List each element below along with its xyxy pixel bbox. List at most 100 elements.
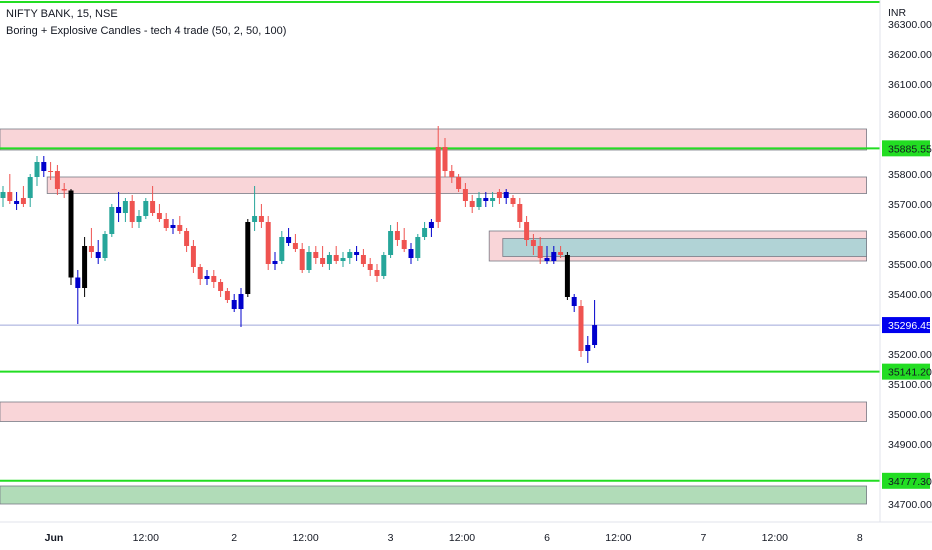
candle-body [177,225,183,231]
candle-body [231,300,237,309]
candle [265,216,271,270]
price-tag-box [882,317,930,334]
candle [503,189,509,204]
candle-body [326,255,332,264]
candle [129,195,135,228]
candle-body [88,246,94,252]
candle-body [41,162,47,171]
candle [7,174,13,204]
candle [68,189,74,285]
time-tick-label: Jun [45,532,64,544]
candle [564,252,570,300]
indicator-title[interactable]: Boring + Explosive Candles - tech 4 trad… [6,25,287,37]
candle [333,246,339,264]
candle [381,252,387,279]
candle [537,237,543,264]
candle [231,294,237,312]
candle [41,156,47,177]
candle [428,219,434,237]
price-tick-label: 36100.00 [888,79,932,91]
price-tag-box [882,472,930,489]
candle [456,174,462,192]
candle [571,294,577,312]
time-tick-label: 12:00 [449,532,475,544]
candle-body [388,231,394,255]
candle [449,165,455,183]
candle-body [265,222,271,264]
candle [190,240,196,273]
candle [122,198,128,222]
candle [20,186,26,207]
candle [184,228,190,252]
price-tick-label: 35700.00 [888,199,932,211]
candle [442,138,448,177]
price-tick-label: 35400.00 [888,289,932,301]
candle-body [292,243,298,249]
candle [530,234,536,255]
candle [163,213,169,231]
candle [476,192,482,210]
candle-body [354,252,360,255]
candle-body [218,282,224,291]
candle [54,165,60,195]
candle [415,234,421,261]
candle-body [150,201,156,213]
time-tick-label: 8 [857,532,863,544]
supply-zone-0 [0,128,867,151]
candle-body [95,252,101,258]
price-tag: 35296.45 [882,317,932,334]
teal-zone-3 [502,238,867,257]
candle-body [163,219,169,228]
candle [27,174,33,207]
candle-body [48,171,54,172]
symbol-title[interactable]: NIFTY BANK, 15, NSE [6,8,118,20]
candle-body [449,171,455,177]
candle [517,198,523,228]
candle [48,162,54,180]
candle [95,240,101,264]
candle [177,216,183,234]
candle [238,288,244,327]
candle-body [129,201,135,222]
candle-body [306,252,312,270]
candle [136,210,142,228]
price-tick-label: 35100.00 [888,379,932,391]
candle [272,252,278,270]
candle-body [156,213,162,219]
candle-body [340,258,346,261]
candle-body [571,297,577,306]
candle [483,192,489,207]
candle [306,246,312,273]
candle-body [394,231,400,240]
candle [347,249,353,264]
candle-body [347,252,353,258]
price-tick-label: 34700.00 [888,499,932,511]
candle [558,246,564,258]
candle [510,195,516,207]
candle [116,192,122,222]
candle-body [408,249,414,258]
candle-body [367,264,373,270]
candle [360,249,366,267]
candle [326,252,332,270]
candle [88,228,94,258]
candle-body [190,246,196,267]
candle [320,246,326,267]
candle-body [82,246,88,288]
candle [14,192,20,210]
candle-body [592,325,598,345]
candle-body [496,192,502,198]
candle [34,156,40,186]
candle-body [286,237,292,243]
candle [544,246,550,264]
candle-body [7,192,13,201]
candle-body [360,255,366,264]
candle-body [517,204,523,222]
candle-body [143,201,149,216]
candle-body [54,171,60,189]
candle-body [333,255,339,261]
candle [354,246,360,261]
candle-body [401,240,407,249]
candle-body [585,345,591,351]
